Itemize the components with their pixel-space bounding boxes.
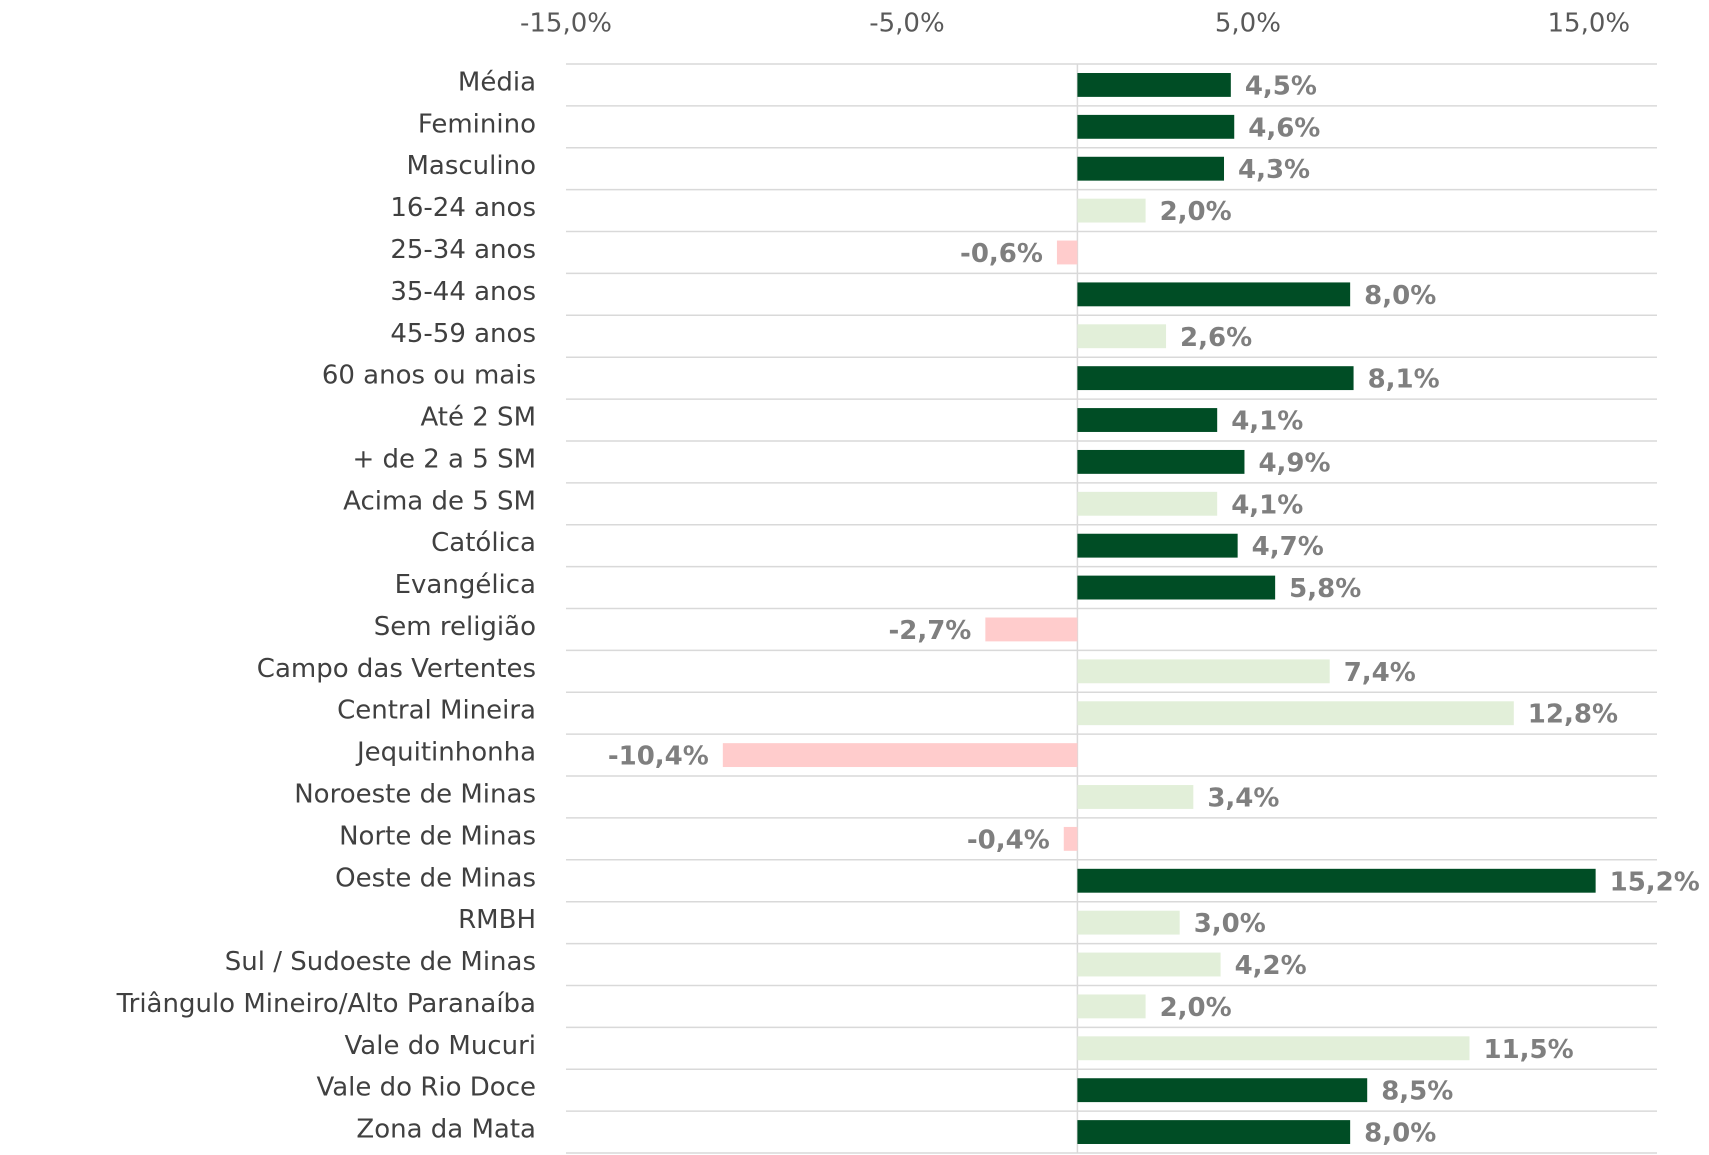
value-label: 11,5%: [1483, 1035, 1573, 1065]
value-label: 2,0%: [1160, 197, 1232, 227]
category-label: Oeste de Minas: [335, 863, 536, 893]
category-label: Noroeste de Minas: [294, 779, 536, 809]
category-label: Norte de Minas: [339, 821, 536, 851]
category-label: + de 2 a 5 SM: [352, 444, 536, 474]
bar: [1077, 1036, 1470, 1061]
value-label: 4,7%: [1252, 532, 1324, 562]
value-label: 2,0%: [1160, 993, 1232, 1023]
value-label: -2,7%: [888, 616, 971, 646]
category-label: 45-59 anos: [390, 319, 536, 349]
x-tick-label: 5,0%: [1215, 9, 1281, 39]
bar: [1077, 952, 1221, 977]
bar: [1063, 826, 1078, 851]
bar: [1077, 868, 1596, 893]
bar: [1077, 1120, 1351, 1144]
value-label: -0,6%: [960, 239, 1043, 269]
value-label: 4,9%: [1258, 448, 1330, 478]
value-label: 5,8%: [1289, 574, 1361, 604]
bar: [985, 617, 1078, 642]
category-label: RMBH: [458, 905, 536, 935]
category-label: Vale do Mucuri: [345, 1031, 536, 1061]
category-label: Masculino: [406, 151, 536, 181]
bar: [1077, 198, 1146, 223]
bar: [1077, 1078, 1368, 1103]
category-label: Jequitinhonha: [355, 738, 536, 768]
category-label: Triângulo Mineiro/Alto Paranaíba: [116, 989, 536, 1019]
category-label: Sul / Sudoeste de Minas: [225, 947, 536, 977]
category-label: Evangélica: [395, 570, 536, 600]
value-label: 3,4%: [1207, 783, 1279, 813]
bar: [1077, 408, 1218, 432]
value-label: 7,4%: [1344, 658, 1416, 688]
category-label: 35-44 anos: [390, 277, 536, 307]
bar: [1056, 240, 1078, 265]
bar: [1077, 156, 1225, 181]
value-label: 4,6%: [1248, 113, 1320, 143]
category-label: Central Mineira: [337, 696, 536, 726]
value-label: 3,0%: [1194, 909, 1266, 939]
value-label: 4,5%: [1245, 71, 1317, 101]
value-label: 8,5%: [1381, 1077, 1453, 1107]
value-label: 4,2%: [1235, 951, 1307, 981]
bar: [1077, 73, 1231, 97]
value-label: 2,6%: [1180, 323, 1252, 353]
x-tick-label: -15,0%: [520, 9, 612, 39]
category-label: Católica: [431, 528, 536, 558]
bar: [1077, 282, 1351, 307]
category-label: Campo das Vertentes: [257, 654, 536, 684]
bar: [1077, 491, 1218, 516]
bar: [1077, 785, 1194, 809]
bar: [1077, 533, 1238, 558]
bar: [1077, 114, 1235, 139]
value-label: 4,3%: [1238, 155, 1310, 185]
value-label: 15,2%: [1610, 867, 1700, 897]
x-tick-label: -5,0%: [869, 9, 944, 39]
x-tick-label: 15,0%: [1548, 9, 1631, 39]
value-label: 8,0%: [1364, 1119, 1436, 1149]
category-label: Acima de 5 SM: [343, 486, 536, 516]
bar: [1077, 701, 1514, 726]
bar: [1077, 324, 1167, 349]
value-label: -0,4%: [967, 825, 1050, 855]
value-label: 12,8%: [1528, 700, 1618, 730]
category-label: 60 anos ou mais: [322, 361, 536, 391]
category-label: Feminino: [418, 109, 536, 139]
category-label: Até 2 SM: [420, 403, 536, 433]
value-label: -10,4%: [608, 742, 709, 772]
bar: [1077, 910, 1180, 935]
category-label: Zona da Mata: [356, 1115, 536, 1145]
category-label: 16-24 anos: [390, 193, 536, 223]
category-label: Sem religião: [374, 612, 536, 642]
value-label: 8,0%: [1364, 281, 1436, 311]
category-label: 25-34 anos: [390, 235, 536, 265]
bar: [1077, 575, 1276, 600]
value-label: 4,1%: [1231, 490, 1303, 520]
bar: [1077, 659, 1330, 684]
category-label: Vale do Rio Doce: [316, 1073, 536, 1103]
category-label: Média: [458, 67, 536, 97]
bar: [722, 743, 1078, 768]
bar: [1077, 366, 1354, 391]
value-label: 4,1%: [1231, 407, 1303, 437]
value-label: 8,1%: [1368, 365, 1440, 395]
bar: [1077, 449, 1245, 474]
bar: [1077, 994, 1146, 1019]
